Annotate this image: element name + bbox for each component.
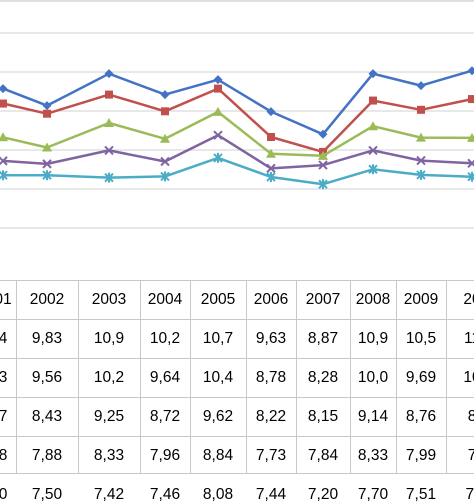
table-cell: 10,9 bbox=[79, 331, 139, 347]
series-0-point-0 bbox=[0, 84, 8, 93]
series-0-point-1 bbox=[43, 101, 52, 110]
series-line-2 bbox=[3, 112, 472, 156]
table-header-cell: 2004 bbox=[135, 292, 195, 308]
table-hline-3 bbox=[0, 397, 474, 398]
table-cell: 9,64 bbox=[135, 370, 195, 386]
table-cell: 11 bbox=[442, 331, 474, 347]
table-cell: 9,83 bbox=[17, 331, 77, 347]
table-cell: 7,73 bbox=[241, 448, 301, 464]
series-0-point-9 bbox=[468, 66, 474, 75]
table-cell: 10,2 bbox=[79, 370, 139, 386]
series-1-point-2 bbox=[105, 91, 113, 99]
series-2-point-0 bbox=[0, 132, 8, 141]
table-hline-1 bbox=[0, 319, 474, 320]
series-1-point-8 bbox=[417, 106, 425, 114]
series-1-point-0 bbox=[0, 100, 7, 108]
table-cell: 8,72 bbox=[135, 409, 195, 425]
table-cell: 8,78 bbox=[241, 370, 301, 386]
series-1-point-4 bbox=[214, 85, 222, 93]
table-cell: 8,08 bbox=[188, 487, 248, 503]
table-header-cell: 2005 bbox=[188, 292, 248, 308]
table-hline-2 bbox=[0, 358, 474, 359]
data-table: 01200220032004200520062007200820092049,8… bbox=[0, 280, 474, 474]
table-cell: 8 bbox=[442, 409, 474, 425]
table-cell: 7,42 bbox=[79, 487, 139, 503]
table-header-cell: 2003 bbox=[79, 292, 139, 308]
table-header-cell: 20 bbox=[442, 292, 474, 308]
table-cell: 9,62 bbox=[188, 409, 248, 425]
table-cell: 7,96 bbox=[135, 448, 195, 464]
table-header-cell: 2006 bbox=[241, 292, 301, 308]
series-1-point-9 bbox=[468, 95, 474, 103]
table-cell: 9,25 bbox=[79, 409, 139, 425]
table-cell: 10,7 bbox=[188, 331, 248, 347]
series-2-point-2 bbox=[104, 118, 114, 127]
table-cell: 8,33 bbox=[79, 448, 139, 464]
series-line-1 bbox=[3, 89, 472, 152]
table-cell: 7,88 bbox=[17, 448, 77, 464]
series-line-3 bbox=[3, 135, 472, 168]
table-cell: 10,4 bbox=[188, 370, 248, 386]
series-2-point-7 bbox=[368, 121, 378, 130]
series-1-point-1 bbox=[43, 110, 51, 118]
plot-area bbox=[0, 0, 474, 276]
series-0-point-3 bbox=[161, 90, 170, 99]
table-cell: 8,84 bbox=[188, 448, 248, 464]
series-0-point-8 bbox=[417, 81, 426, 90]
table-cell: 9,56 bbox=[17, 370, 77, 386]
series-0-point-2 bbox=[105, 69, 114, 78]
table-cell: 7 bbox=[442, 448, 474, 464]
table-cell: 9,63 bbox=[241, 331, 301, 347]
table-cell: 7,46 bbox=[135, 487, 195, 503]
series-1-point-3 bbox=[161, 107, 169, 115]
table-cell: 10,2 bbox=[135, 331, 195, 347]
table-cell: 7,44 bbox=[241, 487, 301, 503]
series-line-0 bbox=[3, 71, 472, 135]
table-cell: 7, bbox=[442, 487, 474, 503]
table-header-cell: 2002 bbox=[17, 292, 77, 308]
table-hline-0 bbox=[0, 280, 474, 281]
chart-frame: 01200220032004200520062007200820092049,8… bbox=[0, 0, 474, 474]
table-cell: 7,50 bbox=[17, 487, 77, 503]
table-cell: 8,22 bbox=[241, 409, 301, 425]
series-1-point-5 bbox=[267, 133, 275, 141]
table-hline-4 bbox=[0, 436, 474, 437]
series-line-4 bbox=[3, 158, 472, 184]
table-cell: 10 bbox=[442, 370, 474, 386]
series-1-point-7 bbox=[369, 97, 377, 105]
table-cell: 8,43 bbox=[17, 409, 77, 425]
